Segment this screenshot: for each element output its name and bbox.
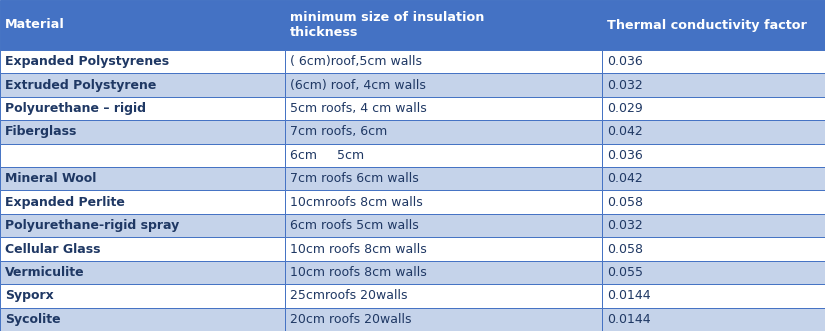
Bar [0, 0, 285, 50]
Bar [602, 191, 825, 214]
Text: 0.036: 0.036 [607, 149, 643, 162]
Text: 25cmroofs 20walls: 25cmroofs 20walls [290, 289, 407, 303]
Text: 0.058: 0.058 [607, 243, 644, 256]
Bar [602, 214, 825, 237]
Bar [602, 237, 825, 261]
Bar [0, 97, 285, 120]
Bar [602, 0, 825, 50]
Bar [0, 120, 285, 144]
Text: 7cm roofs, 6cm: 7cm roofs, 6cm [290, 125, 387, 138]
Bar [285, 0, 602, 50]
Bar [285, 191, 602, 214]
Text: Cellular Glass: Cellular Glass [5, 243, 101, 256]
Text: 0.029: 0.029 [607, 102, 643, 115]
Text: 0.036: 0.036 [607, 55, 643, 68]
Text: 0.042: 0.042 [607, 125, 643, 138]
Text: 0.058: 0.058 [607, 196, 644, 209]
Text: Syporx: Syporx [5, 289, 54, 303]
Text: Sycolite: Sycolite [5, 313, 60, 326]
Text: Polyurethane – rigid: Polyurethane – rigid [5, 102, 146, 115]
Text: Vermiculite: Vermiculite [5, 266, 85, 279]
Text: 10cm roofs 8cm walls: 10cm roofs 8cm walls [290, 243, 427, 256]
Bar [285, 237, 602, 261]
Bar [285, 167, 602, 191]
Bar [285, 214, 602, 237]
Bar [0, 284, 285, 307]
Bar [602, 97, 825, 120]
Text: 0.0144: 0.0144 [607, 289, 651, 303]
Text: 0.032: 0.032 [607, 79, 643, 92]
Text: 0.0144: 0.0144 [607, 313, 651, 326]
Text: 0.032: 0.032 [607, 219, 643, 232]
Bar [285, 50, 602, 73]
Bar [0, 191, 285, 214]
Bar [602, 144, 825, 167]
Text: 10cmroofs 8cm walls: 10cmroofs 8cm walls [290, 196, 422, 209]
Text: 5cm roofs, 4 cm walls: 5cm roofs, 4 cm walls [290, 102, 427, 115]
Bar [602, 307, 825, 331]
Bar [602, 284, 825, 307]
Text: Mineral Wool: Mineral Wool [5, 172, 97, 185]
Bar [285, 97, 602, 120]
Text: Extruded Polystyrene: Extruded Polystyrene [5, 79, 156, 92]
Text: Expanded Perlite: Expanded Perlite [5, 196, 125, 209]
Text: Thermal conductivity factor: Thermal conductivity factor [607, 19, 807, 31]
Bar [602, 120, 825, 144]
Bar [0, 307, 285, 331]
Bar [0, 214, 285, 237]
Text: 7cm roofs 6cm walls: 7cm roofs 6cm walls [290, 172, 418, 185]
Text: Material: Material [5, 19, 65, 31]
Text: minimum size of insulation
thickness: minimum size of insulation thickness [290, 11, 484, 39]
Bar [285, 120, 602, 144]
Bar [285, 261, 602, 284]
Text: ( 6cm)roof,5cm walls: ( 6cm)roof,5cm walls [290, 55, 422, 68]
Bar [0, 261, 285, 284]
Bar [602, 50, 825, 73]
Text: 10cm roofs 8cm walls: 10cm roofs 8cm walls [290, 266, 427, 279]
Text: 20cm roofs 20walls: 20cm roofs 20walls [290, 313, 411, 326]
Text: 6cm     5cm: 6cm 5cm [290, 149, 364, 162]
Bar [0, 167, 285, 191]
Text: 0.042: 0.042 [607, 172, 643, 185]
Bar [0, 50, 285, 73]
Bar [285, 73, 602, 97]
Text: Polyurethane-rigid spray: Polyurethane-rigid spray [5, 219, 179, 232]
Bar [602, 261, 825, 284]
Text: Expanded Polystyrenes: Expanded Polystyrenes [5, 55, 169, 68]
Bar [285, 284, 602, 307]
Text: 0.055: 0.055 [607, 266, 644, 279]
Text: 6cm roofs 5cm walls: 6cm roofs 5cm walls [290, 219, 418, 232]
Bar [0, 144, 285, 167]
Bar [285, 144, 602, 167]
Bar [0, 237, 285, 261]
Text: Fiberglass: Fiberglass [5, 125, 78, 138]
Bar [0, 73, 285, 97]
Bar [602, 167, 825, 191]
Bar [602, 73, 825, 97]
Bar [285, 307, 602, 331]
Text: (6cm) roof, 4cm walls: (6cm) roof, 4cm walls [290, 79, 426, 92]
